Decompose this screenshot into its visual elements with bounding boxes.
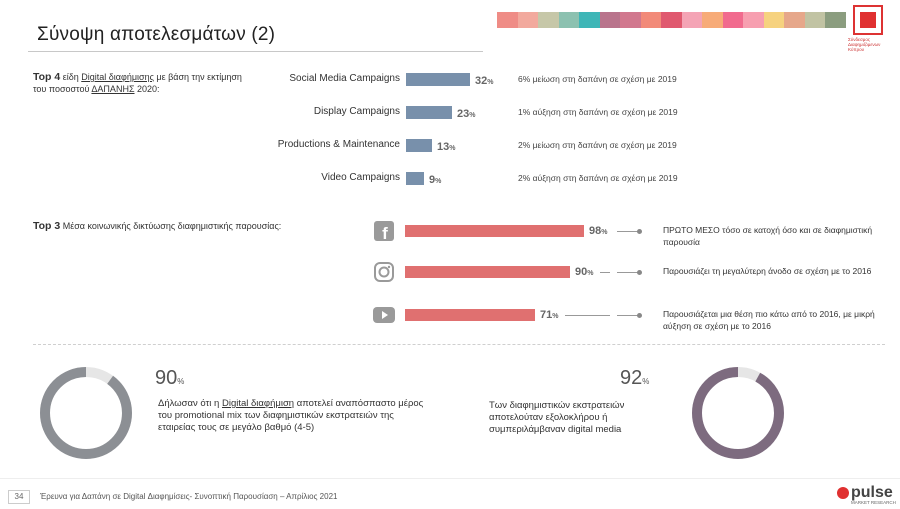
- color-swatch: [681, 12, 702, 28]
- connector-dot: [637, 313, 642, 318]
- connector-line: [617, 231, 640, 232]
- section2-intro: Top 3 Μέσα κοινωνικής δικτύωσης διαφημισ…: [33, 220, 282, 232]
- association-logo-text: Σύνδεσμος Διαφημιζόμενων Κύπρου: [848, 37, 881, 52]
- footer-divider: [0, 478, 900, 479]
- bar-value: 23%: [457, 108, 476, 120]
- platform-note: Παρουσιάζεται μια θέση πιο κάτω από το 2…: [663, 309, 875, 331]
- pulse-logo-dot: [837, 487, 849, 499]
- instagram-icon: [373, 261, 395, 288]
- pulse-logo: pulse: [851, 484, 893, 501]
- color-swatch: [702, 12, 723, 28]
- spend-bar: [406, 106, 452, 119]
- pulse-logo-subtitle: MARKET RESEARCH: [851, 500, 896, 505]
- color-swatch: [804, 12, 825, 28]
- ring-1-value: 90%: [155, 367, 185, 389]
- color-swatch: [620, 12, 641, 28]
- youtube-icon: [373, 307, 395, 328]
- title-divider: [28, 51, 483, 52]
- footer-text: Έρευνα για Δαπάνη σε Digital Διαφημίσεις…: [40, 492, 338, 501]
- ring-2-value-arc: [692, 367, 784, 459]
- connector-line: [617, 272, 640, 273]
- bar-value: 98%: [589, 225, 608, 237]
- platform-note: ΠΡΩΤΟ ΜΕΣΟ τόσο σε κατοχή όσο και σε δια…: [663, 225, 873, 247]
- color-swatch: [722, 12, 743, 28]
- section1-intro: Top 4 είδη Digital διαφήμισης με βάση τη…: [33, 71, 242, 94]
- ring-2-value: 92%: [620, 367, 650, 389]
- connector-line: [617, 315, 640, 316]
- section-divider: [33, 344, 885, 345]
- ring-1-value-arc: [40, 367, 132, 459]
- facebook-icon: f: [373, 220, 395, 247]
- color-swatch: [517, 12, 538, 28]
- color-swatch: [640, 12, 661, 28]
- ring-2-text: Των διαφημιστικών εκστρατειών αποτελούτα…: [489, 400, 625, 435]
- bar-value: 9%: [429, 174, 442, 186]
- color-swatch: [784, 12, 805, 28]
- bar-value: 32%: [475, 75, 494, 87]
- category-label: Display Campaigns: [313, 106, 400, 117]
- social-bar: [405, 266, 570, 278]
- change-note: 6% μείωση στη δαπάνη σε σχέση με 2019: [518, 74, 677, 84]
- color-swatch: [599, 12, 620, 28]
- svg-text:f: f: [382, 224, 388, 242]
- ring-1-text: Δήλωσαν ότι η Digital διαφήμιση αποτελεί…: [158, 398, 424, 433]
- color-swatch: [538, 12, 559, 28]
- social-bar: [405, 309, 535, 321]
- ring-chart-2: [692, 367, 784, 459]
- bar-value: 13%: [437, 141, 456, 153]
- page-title: Σύνοψη αποτελεσμάτων (2): [37, 24, 276, 45]
- ring-chart-1: [40, 367, 132, 459]
- color-swatch: [763, 12, 784, 28]
- color-swatch: [558, 12, 579, 28]
- spend-bar: [406, 172, 424, 185]
- category-label: Social Media Campaigns: [289, 73, 400, 84]
- color-swatch: [825, 12, 846, 28]
- connector-dot: [637, 229, 642, 234]
- spend-bar: [406, 139, 432, 152]
- social-bar: [405, 225, 584, 237]
- color-swatch: [661, 12, 682, 28]
- change-note: 2% μείωση στη δαπάνη σε σχέση με 2019: [518, 140, 677, 150]
- connector-line: [600, 272, 610, 273]
- page-number: 34: [8, 490, 30, 504]
- category-label: Video Campaigns: [321, 172, 400, 183]
- color-swatch: [497, 12, 518, 28]
- change-note: 2% αύξηση στη δαπάνη σε σχέση με 2019: [518, 173, 678, 183]
- color-swatch-strip: [497, 12, 846, 28]
- category-label: Productions & Maintenance: [277, 139, 400, 150]
- bar-value: 71%: [540, 309, 559, 321]
- platform-note: Παρουσιάζει τη μεγαλύτερη άνοδο σε σχέση…: [663, 266, 872, 276]
- color-swatch: [743, 12, 764, 28]
- change-note: 1% αύξηση στη δαπάνη σε σχέση με 2019: [518, 107, 678, 117]
- color-swatch: [579, 12, 600, 28]
- bar-value: 90%: [575, 266, 594, 278]
- connector-dot: [637, 270, 642, 275]
- spend-bar: [406, 73, 470, 86]
- connector-line: [565, 315, 610, 316]
- association-logo: [853, 5, 883, 35]
